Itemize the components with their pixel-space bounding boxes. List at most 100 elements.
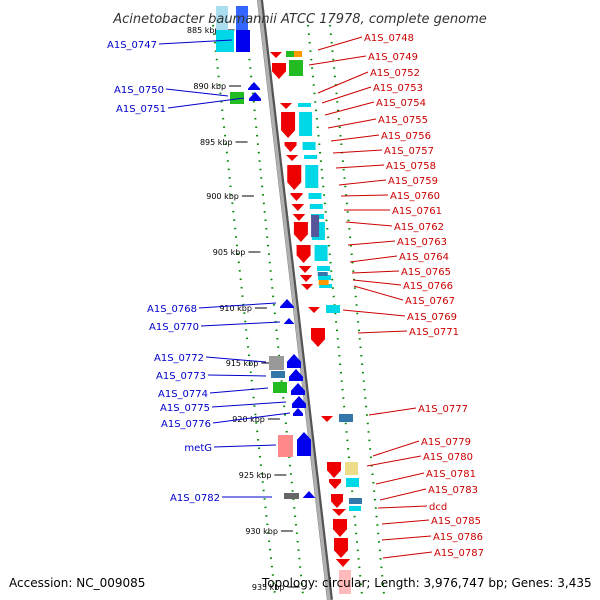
gene-label-right: A1S_0758 xyxy=(386,161,436,172)
gene-arrow-forward xyxy=(291,383,305,395)
gene-arrow-reverse xyxy=(299,266,312,273)
right-label-leader xyxy=(372,440,420,457)
gene-arrow-forward xyxy=(287,354,301,368)
gene-box xyxy=(269,356,284,370)
gene-label-right: A1S_0781 xyxy=(426,469,476,480)
gene-label-right: A1S_0765 xyxy=(401,267,451,278)
tick-label: 915 kbp xyxy=(226,359,259,368)
gene-label-right: A1S_0787 xyxy=(434,548,484,559)
gene-arrow-reverse xyxy=(291,204,304,211)
gene-box xyxy=(271,371,285,378)
gene-label-right: A1S_0766 xyxy=(403,281,453,292)
gene-arrow-reverse xyxy=(272,63,286,79)
gene-label-right: A1S_0771 xyxy=(409,327,459,338)
gene-arrow-forward xyxy=(289,369,303,381)
gene-label-left: A1S_0747 xyxy=(107,40,157,51)
gene-arrow-reverse xyxy=(329,479,341,489)
right-label-leader xyxy=(379,488,427,501)
left-label-leader xyxy=(167,97,245,109)
gene-label-right: A1S_0762 xyxy=(394,222,444,233)
right-label-leader xyxy=(317,71,369,94)
gene-arrow-reverse xyxy=(286,155,299,161)
gene-arrow-reverse xyxy=(334,538,348,558)
gene-label-right: A1S_0779 xyxy=(421,437,471,448)
gene-label-left: A1S_0770 xyxy=(149,322,199,333)
inner-left-dotted-ring xyxy=(245,24,304,596)
genome-summary: Topology: circular; Length: 3,976,747 bp… xyxy=(261,576,592,590)
gene-arrow-forward xyxy=(236,30,250,52)
tick-label: 920 kbp xyxy=(232,415,265,424)
gene-box xyxy=(346,478,359,487)
right-label-leader xyxy=(332,149,383,154)
gene-arrow-reverse xyxy=(281,112,296,138)
right-label-leader xyxy=(308,55,367,66)
tick-label: 890 kbp xyxy=(193,82,226,91)
left-label-leader xyxy=(209,387,269,394)
gene-arrow-forward xyxy=(297,432,311,456)
right-label-leader xyxy=(381,519,430,525)
gene-box xyxy=(299,112,313,136)
right-label-leader xyxy=(335,164,385,169)
gene-box xyxy=(308,193,322,199)
gene-box xyxy=(326,305,340,313)
tick-label: 930 kbp xyxy=(245,527,278,536)
right-label-leader xyxy=(366,455,422,467)
gene-box xyxy=(294,51,302,57)
gene-label-left: A1S_0776 xyxy=(161,419,211,430)
gene-box xyxy=(318,275,332,280)
gene-box xyxy=(317,266,331,271)
right-label-leader xyxy=(375,472,425,485)
left-label-leader xyxy=(212,412,291,424)
gene-arrow-reverse xyxy=(287,165,302,190)
left-label-leader xyxy=(211,401,287,408)
right-label-leader xyxy=(353,285,404,301)
gene-box xyxy=(278,435,293,457)
left-label-leader xyxy=(213,444,277,448)
right-label-leader xyxy=(338,179,387,186)
gene-box xyxy=(216,6,228,30)
right-label-leader xyxy=(377,505,428,509)
tick-label: 935 kbp xyxy=(252,583,285,592)
gene-arrow-forward xyxy=(249,92,261,101)
left-label-leader xyxy=(207,374,267,377)
left-label-leader xyxy=(165,88,229,97)
gene-box xyxy=(298,103,312,107)
right-label-leader xyxy=(342,309,406,317)
gene-box xyxy=(311,215,320,237)
gene-label-right: A1S_0753 xyxy=(373,83,423,94)
gene-box xyxy=(349,498,362,504)
gene-box xyxy=(273,382,287,393)
gene-arrow-reverse xyxy=(296,245,311,263)
gene-arrow-forward xyxy=(292,396,306,408)
gene-box xyxy=(319,284,333,288)
gene-arrow-forward xyxy=(303,491,315,498)
gene-arrow-reverse xyxy=(332,509,346,516)
gene-label-right: A1S_0755 xyxy=(378,115,428,126)
gene-label-right: A1S_0756 xyxy=(381,131,431,142)
right-label-leader xyxy=(352,279,402,286)
right-label-leader xyxy=(345,221,393,227)
gene-arrow-reverse xyxy=(301,284,314,290)
gene-arrow-reverse xyxy=(280,103,293,109)
left-label-leader xyxy=(200,321,281,327)
gene-box xyxy=(305,165,319,188)
right-label-leader xyxy=(357,330,408,334)
right-label-leader xyxy=(324,101,375,116)
gene-box xyxy=(309,204,323,209)
gene-label-left: A1S_0772 xyxy=(154,353,204,364)
gene-box xyxy=(317,272,328,276)
gene-label-right: A1S_0759 xyxy=(388,176,438,187)
gene-label-right: A1S_0752 xyxy=(370,68,420,79)
gene-label-right: A1S_0748 xyxy=(364,33,414,44)
gene-box xyxy=(216,30,234,52)
left-label-leader xyxy=(158,39,233,45)
gene-box xyxy=(318,280,329,285)
gene-label-left: A1S_0750 xyxy=(114,85,164,96)
gene-box xyxy=(230,92,244,104)
gene-label-right: A1S_0764 xyxy=(399,252,449,263)
gene-box xyxy=(284,493,299,499)
gene-arrow-forward xyxy=(248,82,260,90)
gene-label-right: A1S_0760 xyxy=(390,191,440,202)
map-title: Acinetobacter baumannii ATCC 17978, comp… xyxy=(112,12,487,27)
